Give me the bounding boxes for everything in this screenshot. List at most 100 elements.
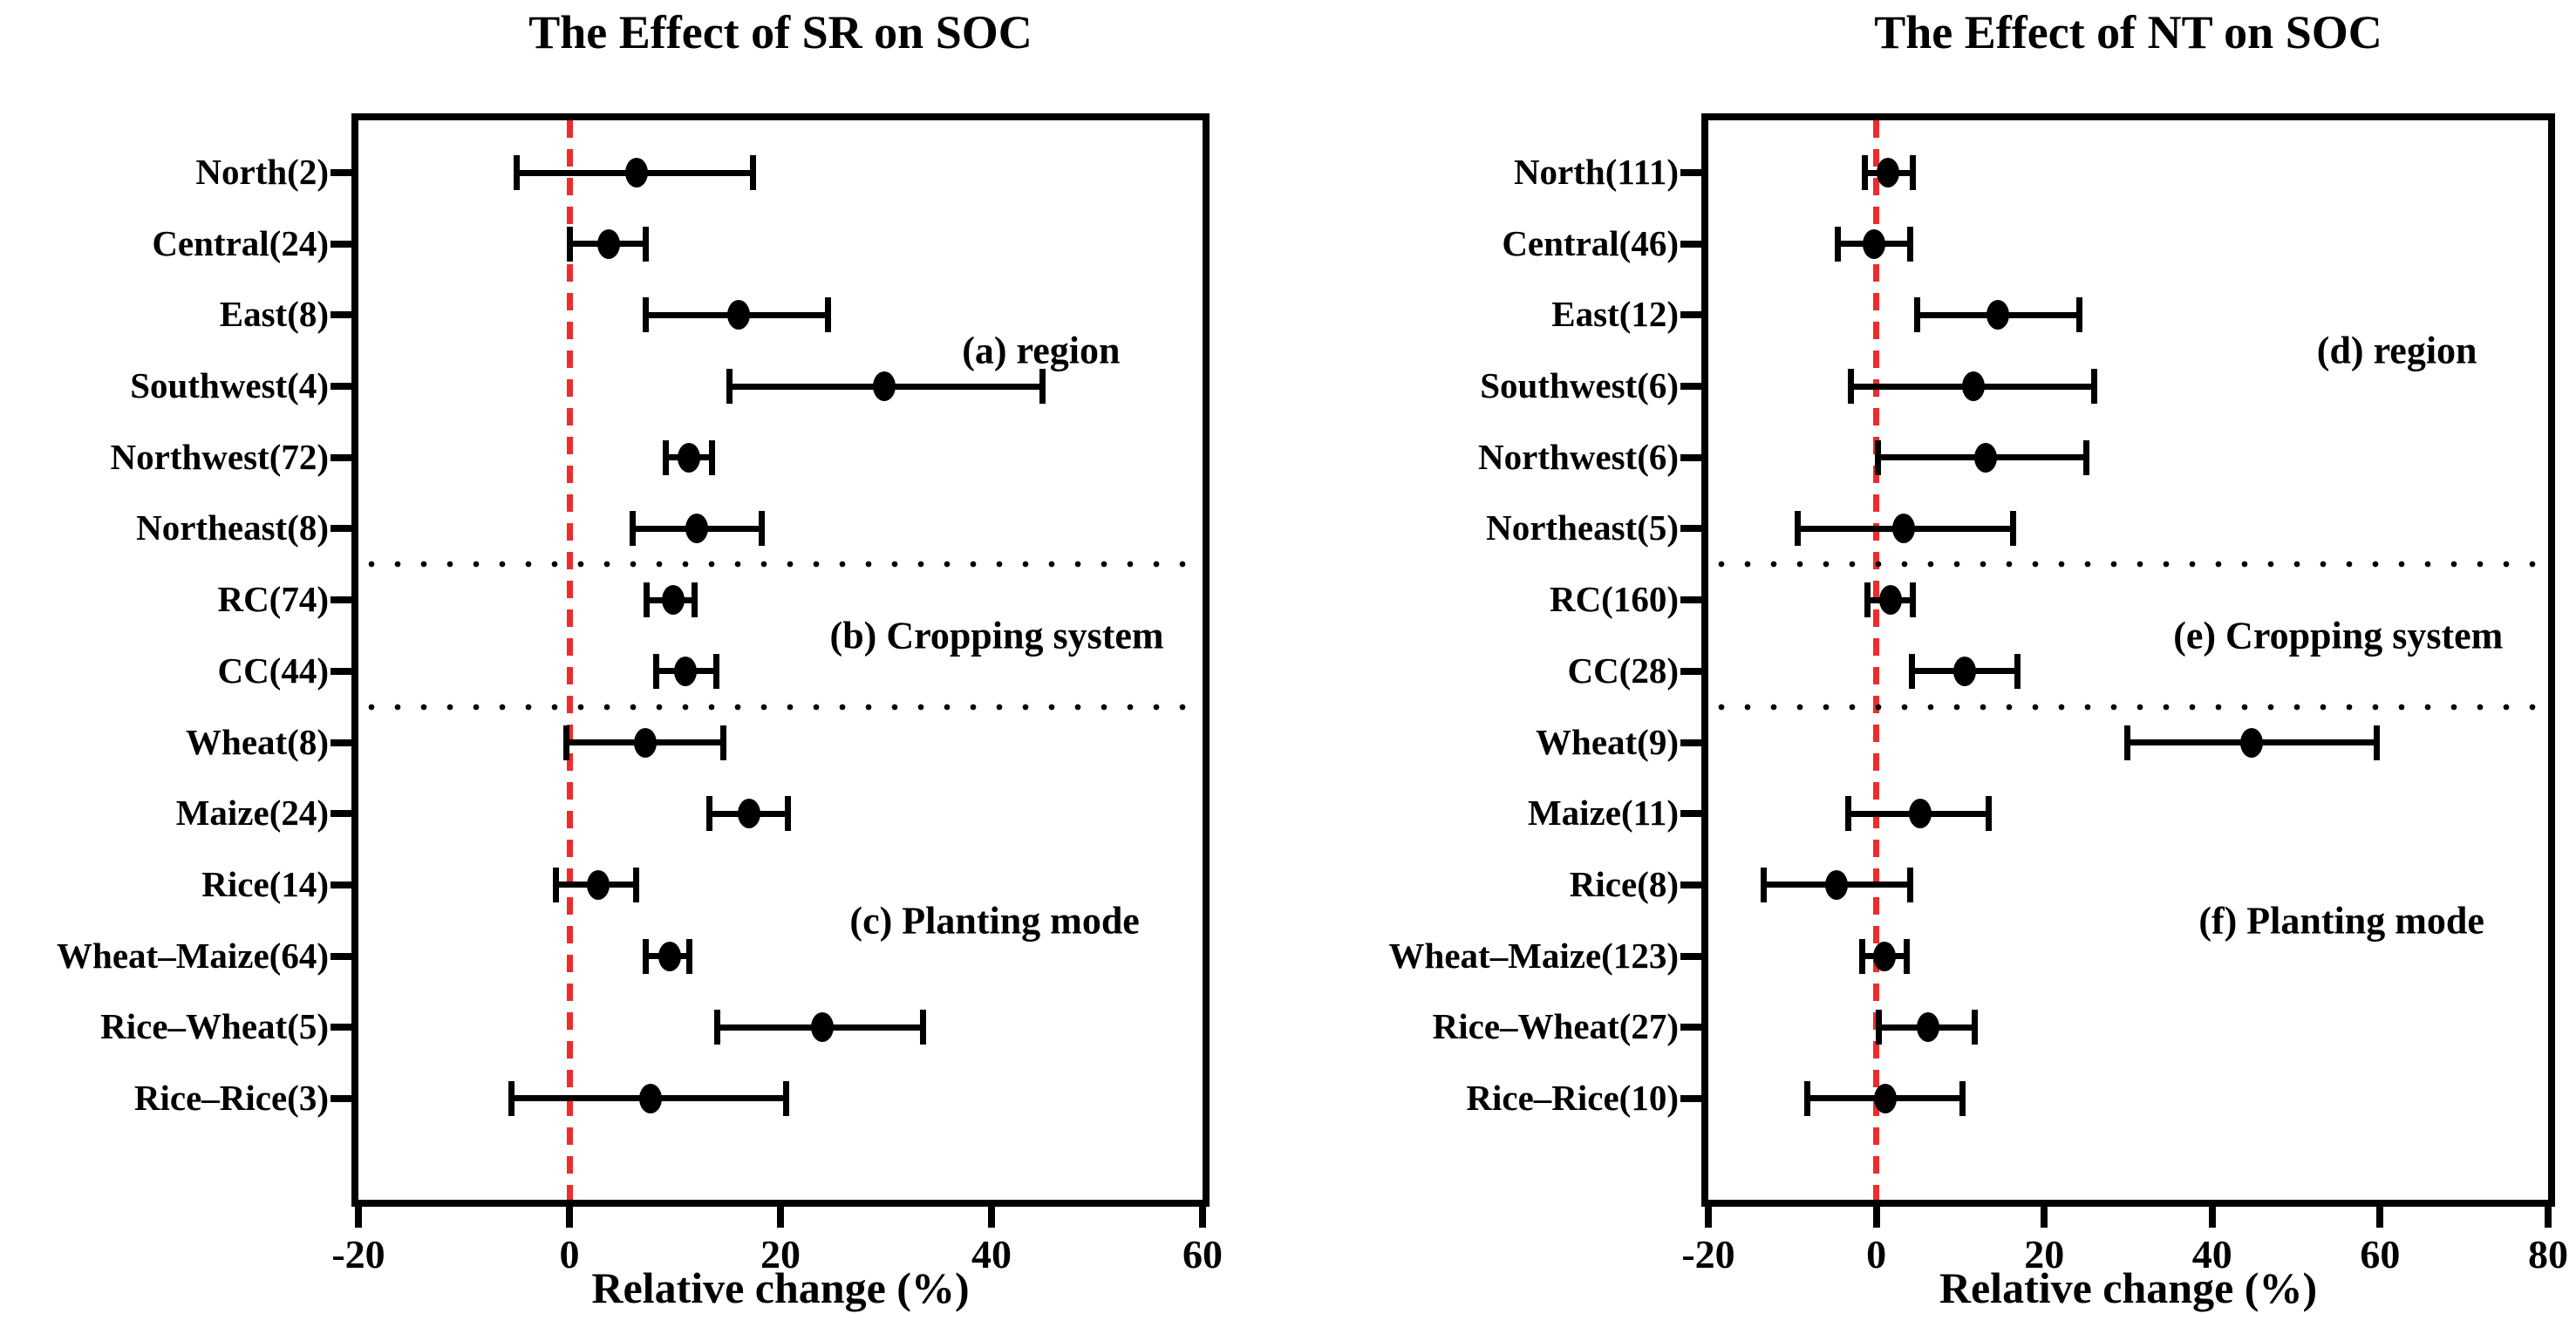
y-axis-tick (1680, 1024, 1701, 1031)
error-bar-cap-high (1039, 369, 1046, 405)
category-label: CC(28) (1567, 650, 1679, 691)
error-bar-cap-high (2090, 369, 2097, 405)
mean-marker (1917, 1012, 1940, 1043)
error-bar-cap-low (630, 511, 637, 547)
error-bar-cap-high (1959, 1080, 1966, 1116)
category-label: Rice(14) (201, 863, 329, 904)
error-bar-cap-high (692, 582, 699, 618)
y-axis-tick (1680, 169, 1701, 176)
category-label: Rice–Wheat(27) (1432, 1006, 1679, 1047)
error-bar-cap-high (1906, 226, 1913, 262)
mean-marker (1873, 941, 1897, 971)
error-bar-cap-low (1834, 226, 1841, 262)
y-axis-tick (331, 169, 351, 176)
error-bar-cap-high (919, 1010, 926, 1045)
mean-marker (596, 228, 620, 259)
mean-marker (674, 656, 698, 686)
section-divider-dotted-line (358, 703, 1203, 711)
error-bar-cap-high (1906, 867, 1913, 902)
mean-marker (1878, 585, 1902, 616)
error-bar-cap-high (1903, 938, 1910, 974)
error-bar-cap-high (2374, 725, 2381, 760)
mean-marker (1908, 799, 1932, 829)
category-label: Northeast(8) (136, 507, 329, 548)
mean-marker (872, 371, 896, 402)
x-axis-tick-label: 20 (2024, 1232, 2065, 1276)
section-annotation: (c) Planting mode (849, 899, 1140, 943)
mean-marker (677, 442, 700, 473)
x-axis-tick-label: 40 (971, 1232, 1012, 1276)
plot-box-right: (d) region (e) Cropping system (f) Plantin… (1680, 113, 2555, 1228)
mean-marker (1952, 656, 1976, 686)
y-axis-tick (1680, 240, 1701, 248)
y-axis-tick (331, 453, 351, 461)
error-bar-cap-low (2124, 725, 2131, 760)
error-bar-cap-high (2010, 511, 2017, 547)
y-axis-tick (1680, 667, 1701, 675)
error-bar-cap-high (642, 226, 649, 262)
x-axis-tick (1199, 1207, 1206, 1228)
section-annotation: (a) region (962, 329, 1121, 372)
x-axis-tick (1872, 1207, 1880, 1228)
zero-reference-line (566, 120, 573, 1200)
category-label: Maize(24) (175, 793, 329, 834)
mean-marker (586, 869, 610, 900)
y-axis-tick (331, 739, 351, 746)
mean-marker (1874, 1083, 1898, 1113)
category-label: Southwest(4) (130, 365, 329, 406)
mean-marker (625, 158, 649, 187)
error-bar-cap-high (1986, 796, 1993, 832)
category-label: North(2) (195, 152, 329, 193)
error-bar-cap-low (1804, 1080, 1811, 1116)
y-axis-tick (1680, 739, 1701, 746)
mean-marker (1862, 228, 1885, 259)
error-bar-cap-low (562, 725, 569, 760)
error-bar-cap-low (1914, 297, 1921, 333)
error-bar-cap-low (726, 369, 733, 405)
mean-marker (2240, 727, 2264, 758)
x-axis-tick (2376, 1207, 2384, 1228)
plot-box-left: (a) region (b) Cropping system (c) Plantin… (331, 113, 1210, 1228)
x-axis-label-left: Relative change (%) (591, 1263, 970, 1312)
mean-marker (1962, 371, 1986, 402)
error-bar-cap-low (1864, 582, 1871, 618)
mean-marker (634, 727, 658, 758)
y-axis-tick (331, 667, 351, 675)
y-axis-tick (331, 1094, 351, 1102)
error-bar-cap-low (706, 796, 713, 832)
x-axis-label-right: Relative change (%) (1939, 1263, 2318, 1312)
mean-marker (1987, 300, 2010, 330)
error-bar-cap-high (784, 796, 791, 832)
mean-marker (1973, 442, 1997, 473)
category-label: East(12) (1551, 294, 1679, 335)
mean-marker (639, 1083, 663, 1113)
y-axis-tick (331, 383, 351, 391)
mean-marker (658, 941, 681, 971)
chart-title-right: The Effect of NT on SOC (1874, 6, 2382, 58)
x-axis-tick-label: 0 (559, 1232, 580, 1276)
error-bar-cap-high (750, 155, 757, 190)
plot-area-left: (a) region (b) Cropping system (c) Plantin… (331, 120, 1206, 1228)
y-axis-tick (1680, 311, 1701, 319)
error-bar-cap-high (1971, 1010, 1978, 1045)
category-label: North(111) (1513, 152, 1679, 193)
error-bar-cap-low (1908, 653, 1915, 689)
section-annotation: (b) Cropping system (829, 614, 1164, 657)
error-bar-cap-low (1845, 796, 1852, 832)
section-divider-dotted-line (1708, 703, 2548, 711)
error-bar-cap-low (652, 653, 659, 689)
section-annotation: (d) region (2316, 329, 2477, 372)
mean-marker (1877, 158, 1900, 187)
error-bar-cap-low (566, 226, 573, 262)
category-label: Wheat(9) (1536, 721, 1679, 762)
x-axis-tick-label: 0 (1866, 1232, 1887, 1276)
error-bar-cap-low (1861, 155, 1868, 190)
error-bar-cap-low (643, 582, 650, 618)
x-axis-tick-label: -20 (1681, 1232, 1735, 1276)
error-bar-cap-high (632, 867, 639, 902)
x-axis-tick (988, 1207, 995, 1228)
category-label: East(8) (219, 294, 329, 335)
error-bar-cap-low (508, 1080, 515, 1116)
y-axis-tick (1680, 881, 1701, 888)
section-divider-dotted-line (1708, 561, 2548, 568)
